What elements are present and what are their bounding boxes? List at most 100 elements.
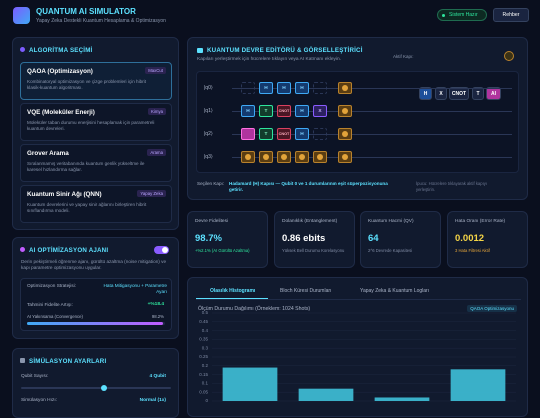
measure-gate[interactable]: [338, 105, 352, 117]
algorithm-item[interactable]: VQE (Moleküler Enerji) Kimya Moleküler tab…: [20, 103, 172, 141]
panel-icon: [20, 47, 25, 52]
y-tick-label: 0: [205, 398, 208, 403]
tab-active-line: [196, 298, 268, 300]
panel-title: KUANTUM DEVRE EDİTÖRÜ & GÖRSELLEŞTİRİCİ: [207, 47, 363, 54]
metric-card: Devre Fidelitesi 98.7% +%2.1% (AI Gürültü …: [187, 211, 268, 268]
ai-gate[interactable]: [241, 128, 255, 140]
qubits-label: Qubit Sayısı:: [21, 374, 49, 379]
algorithm-tag: Arama: [147, 149, 166, 156]
metric-note: +%2.1% (AI Gürültü Azaltma): [195, 248, 250, 253]
gate[interactable]: CNOT: [277, 105, 291, 117]
metric-note: Yüksek Bell Durumu Korelasyonu: [282, 248, 345, 253]
qubit-slider[interactable]: [21, 385, 171, 391]
app-title: QUANTUM AI SIMULATOR: [36, 7, 136, 16]
algorithm-desc: Kombinatoryal optimizasyon ve çizge prob…: [27, 79, 146, 90]
settings-button[interactable]: [504, 51, 514, 61]
gate[interactable]: H: [277, 82, 291, 94]
qubit-label: |q0⟩: [204, 85, 213, 91]
gate-button[interactable]: H: [419, 87, 432, 100]
qubit-label: |q3⟩: [204, 154, 213, 160]
wire: [232, 88, 512, 89]
algorithm-item[interactable]: QAOA (Optimizasyon) MaxCut Kombinatoryal o…: [20, 62, 172, 100]
tab[interactable]: Bloch Küresi Durumları: [280, 288, 332, 294]
bar: [222, 367, 278, 401]
panel-icon: [20, 358, 25, 363]
guide-button[interactable]: Rehber: [493, 8, 529, 22]
metric-note: 2^6 Devrede Kapasitesi: [368, 248, 413, 253]
tab[interactable]: Yapay Zeka & Kuantum Logları: [360, 288, 430, 294]
algorithm-item[interactable]: Grover Arama Arama Sıralanmamış veritabanı…: [20, 144, 172, 182]
page: QUANTUM AI SIMULATOR Yapay Zeka Destekli…: [12, 7, 529, 418]
agent-panel: AI OPTİMİZASYON AJANI Derin pekiştirmeli…: [12, 237, 179, 339]
metric-card: Hata Oranı (Error Rate) 0.0012 3 Hata Filt…: [447, 211, 528, 268]
metric-value: 0.86 ebits: [282, 233, 326, 244]
gate[interactable]: H: [295, 82, 309, 94]
measure-gate[interactable]: [313, 151, 327, 163]
panel-icon: [197, 48, 203, 53]
tab[interactable]: Olasılık Histogramı: [210, 288, 256, 294]
gate[interactable]: H: [241, 105, 255, 117]
gate[interactable]: H: [259, 82, 273, 94]
metric-value: 98.7%: [195, 233, 222, 244]
agent-desc: Derin pekiştirmeli öğrenme ajanı, gürült…: [21, 259, 167, 270]
tab-divider: [196, 299, 521, 300]
algorithm-name: QAOA (Optimizasyon): [27, 68, 93, 75]
y-tick-label: 0.45: [199, 319, 208, 324]
gate-button[interactable]: X: [435, 87, 447, 100]
gate[interactable]: T: [259, 128, 273, 140]
selected-label: Seçilen Kapı:: [197, 181, 225, 186]
algorithm-name: VQE (Moleküler Enerji): [27, 109, 95, 116]
panel-title: ALGORİTMA SEÇİMİ: [29, 47, 93, 54]
gate[interactable]: X: [313, 105, 327, 117]
measure-gate[interactable]: [338, 82, 352, 94]
metric-value: 0.0012: [455, 233, 485, 244]
measure-gate[interactable]: [241, 151, 255, 163]
wire: [232, 157, 512, 158]
panel-icon: [20, 247, 25, 252]
chart-badge: QAOA Optimizasyonu: [467, 305, 517, 312]
circuit-subtitle: Kapıları yerleştirmek için hücrelere tık…: [197, 57, 341, 62]
panel-title: SİMÜLASYON AYARLARI: [29, 358, 107, 365]
gate[interactable]: H: [295, 105, 309, 117]
progress-bar: [27, 322, 163, 325]
y-tick-label: 0.4: [202, 328, 209, 333]
measure-gate[interactable]: [259, 151, 273, 163]
gate[interactable]: H: [295, 128, 309, 140]
gate-button[interactable]: T: [472, 87, 484, 100]
selected-text: Hadamard (H) Kapısı — Qubit 0 ve 1 durum…: [229, 181, 388, 192]
gate-button[interactable]: CNOT: [449, 87, 469, 100]
algorithm-desc: Sıralanmamış veritabanında kuantum genli…: [27, 161, 145, 172]
empty-cell[interactable]: [313, 128, 327, 140]
y-tick-label: 0.25: [199, 354, 208, 359]
algorithm-desc: Moleküler taban durumu enerjisini hesapl…: [27, 120, 155, 131]
hint: İpucu: Hücrelere tıklayarak aktif kapıyı…: [416, 181, 487, 192]
measure-gate[interactable]: [338, 151, 352, 163]
status-text: Sistem Hazır: [449, 11, 478, 18]
y-tick-label: 0.5: [202, 310, 209, 315]
algorithm-item[interactable]: Kuantum Sinir Ağı (QNN) Yapay Zeka Kuantum…: [20, 185, 172, 223]
bar: [298, 388, 354, 401]
empty-cell[interactable]: [241, 82, 255, 94]
y-tick-label: 0.3: [202, 345, 209, 350]
chart-panel: Olasılık Histogramı Bloch Küresi Durumla…: [187, 277, 528, 417]
measure-gate[interactable]: [277, 151, 291, 163]
settings-panel: SİMÜLASYON AYARLARI Qubit Sayısı: 4 Qubi…: [12, 348, 179, 418]
qubits-value: 4 Qubit: [149, 374, 166, 379]
measure-gate[interactable]: [338, 128, 352, 140]
gate-button[interactable]: AI: [486, 87, 501, 100]
logo: [13, 7, 30, 24]
metric-value: 64: [368, 233, 379, 244]
empty-cell[interactable]: [313, 82, 327, 94]
wire: [232, 134, 512, 135]
circuit-panel: KUANTUM DEVRE EDİTÖRÜ & GÖRSELLEŞTİRİCİ …: [187, 37, 528, 200]
toggle[interactable]: [154, 246, 169, 254]
algorithm-name: Grover Arama: [27, 150, 69, 157]
bar: [374, 397, 430, 401]
measure-gate[interactable]: [295, 151, 309, 163]
metric-label: Hata Oranı (Error Rate): [455, 219, 506, 224]
metric-label: Devre Fidelitesi: [195, 219, 229, 224]
gate[interactable]: T: [259, 105, 273, 117]
algorithm-tag: Yapay Zeka: [137, 190, 166, 197]
gate[interactable]: CNOT: [277, 128, 291, 140]
strategy-value: Hata Mitigasyonu + Parametre Ayarı: [103, 283, 167, 294]
